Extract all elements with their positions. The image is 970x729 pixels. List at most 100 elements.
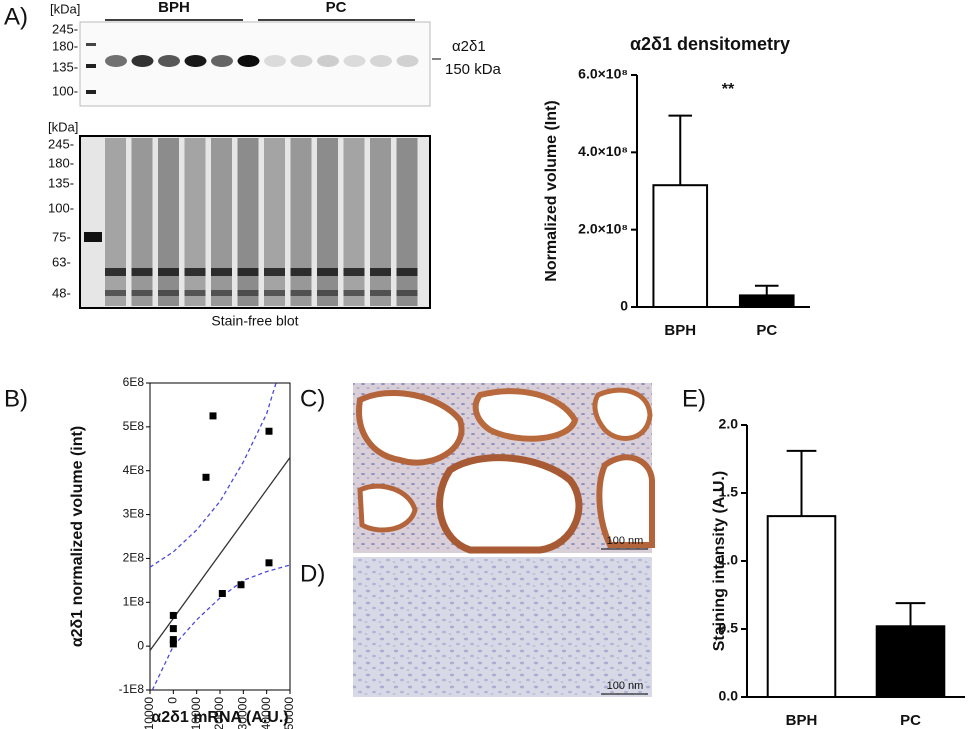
ladder-band [84, 232, 102, 242]
band [158, 268, 179, 276]
group-label: BPH [158, 0, 190, 16]
scale-label: 100 nm [607, 535, 644, 547]
band [343, 55, 366, 67]
band [105, 55, 127, 67]
blot-marker: 75- [52, 229, 71, 244]
band [290, 290, 312, 296]
y-tick-label: 1.5 [719, 484, 739, 500]
y-tick-label: 6.0×10⁸ [578, 66, 628, 82]
blot-unit: [kDa] [48, 119, 78, 134]
x-tick-label: 20000 [212, 697, 226, 729]
y-axis-label: α2δ1 normalized volume (int) [69, 426, 86, 647]
blot-marker: 48- [52, 285, 71, 300]
band [105, 290, 126, 296]
y-tick-label: 2.0 [719, 416, 739, 432]
bar [766, 515, 837, 698]
y-tick-label: 3E8 [123, 507, 145, 521]
lane [317, 138, 338, 306]
band [370, 268, 391, 276]
stain-free-blot [79, 135, 431, 309]
chart-title: α2δ1 densitometry [630, 34, 790, 54]
y-tick-label: 4E8 [123, 463, 145, 477]
lane [343, 138, 365, 306]
blot-marker: 245- [52, 21, 78, 36]
band [184, 55, 207, 67]
band [264, 290, 285, 296]
band [131, 268, 153, 276]
micrograph-pc: 100 nm [353, 557, 652, 697]
x-tick-label: 30000 [236, 697, 250, 729]
y-tick-label: 2.0×10⁸ [578, 220, 628, 236]
gland [472, 388, 579, 442]
lane [158, 138, 179, 306]
band [343, 290, 365, 296]
panel-label: D) [300, 560, 325, 587]
gland [592, 387, 653, 441]
x-tick-label: 0 [166, 697, 180, 704]
lane [264, 138, 285, 306]
panel-label: A) [4, 3, 28, 30]
panel-label: B) [4, 385, 28, 412]
y-axis-label: Normalized volume (Int) [543, 100, 560, 281]
x-tick-label: -10000 [142, 697, 156, 729]
gland [596, 454, 655, 548]
scale-label: 100 nm [607, 680, 644, 692]
y-tick-label: 0.5 [719, 620, 739, 636]
bar [652, 184, 709, 308]
band [237, 55, 260, 67]
band [396, 268, 418, 276]
x-tick-label: 50000 [282, 697, 296, 729]
band [184, 290, 206, 296]
point [209, 412, 217, 420]
western-blot [79, 21, 431, 107]
tissue [353, 557, 652, 697]
x-tick-label: 10000 [189, 697, 203, 729]
micrograph-bph: 100 nm [353, 383, 655, 554]
band [396, 290, 418, 296]
confidence-band [151, 564, 290, 690]
x-axis-label: α2δ1 mRNA (A.U.) [151, 709, 288, 726]
blot-marker: 245- [48, 136, 74, 151]
x-tick-label: 40000 [259, 697, 273, 729]
band [290, 268, 312, 276]
ladder-band [86, 64, 96, 68]
panel-label: C) [300, 385, 325, 412]
blot-marker: 180- [48, 155, 74, 170]
band-label: 150 kDa [445, 61, 502, 78]
band [158, 290, 179, 296]
y-tick-label: 5E8 [123, 419, 145, 433]
y-tick-label: 1E8 [123, 594, 145, 608]
blot-marker: 180- [52, 38, 78, 53]
gland [357, 483, 418, 533]
point [218, 590, 226, 598]
gland [436, 454, 583, 554]
lane [396, 138, 418, 306]
ladder-band [86, 43, 96, 46]
band [158, 55, 180, 67]
point [237, 581, 245, 589]
annotation: ** [722, 81, 735, 98]
gland [356, 390, 465, 466]
point [265, 559, 273, 567]
band [317, 55, 339, 67]
band [317, 268, 338, 276]
band [370, 290, 391, 296]
band [317, 290, 338, 296]
point [169, 611, 177, 619]
lane [105, 138, 126, 306]
x-tick-label: BPH [664, 322, 696, 339]
group-label: PC [326, 0, 347, 16]
band [184, 268, 206, 276]
lane [370, 138, 391, 306]
band [211, 268, 232, 276]
ladder-band [86, 90, 96, 94]
point [169, 640, 177, 648]
y-tick-label: 2E8 [123, 551, 145, 565]
lane [184, 138, 206, 306]
blot-marker: 100- [52, 83, 78, 98]
point [265, 427, 273, 435]
lane [290, 138, 312, 306]
band [237, 268, 259, 276]
blot-marker: 63- [52, 254, 71, 269]
band [370, 55, 392, 67]
